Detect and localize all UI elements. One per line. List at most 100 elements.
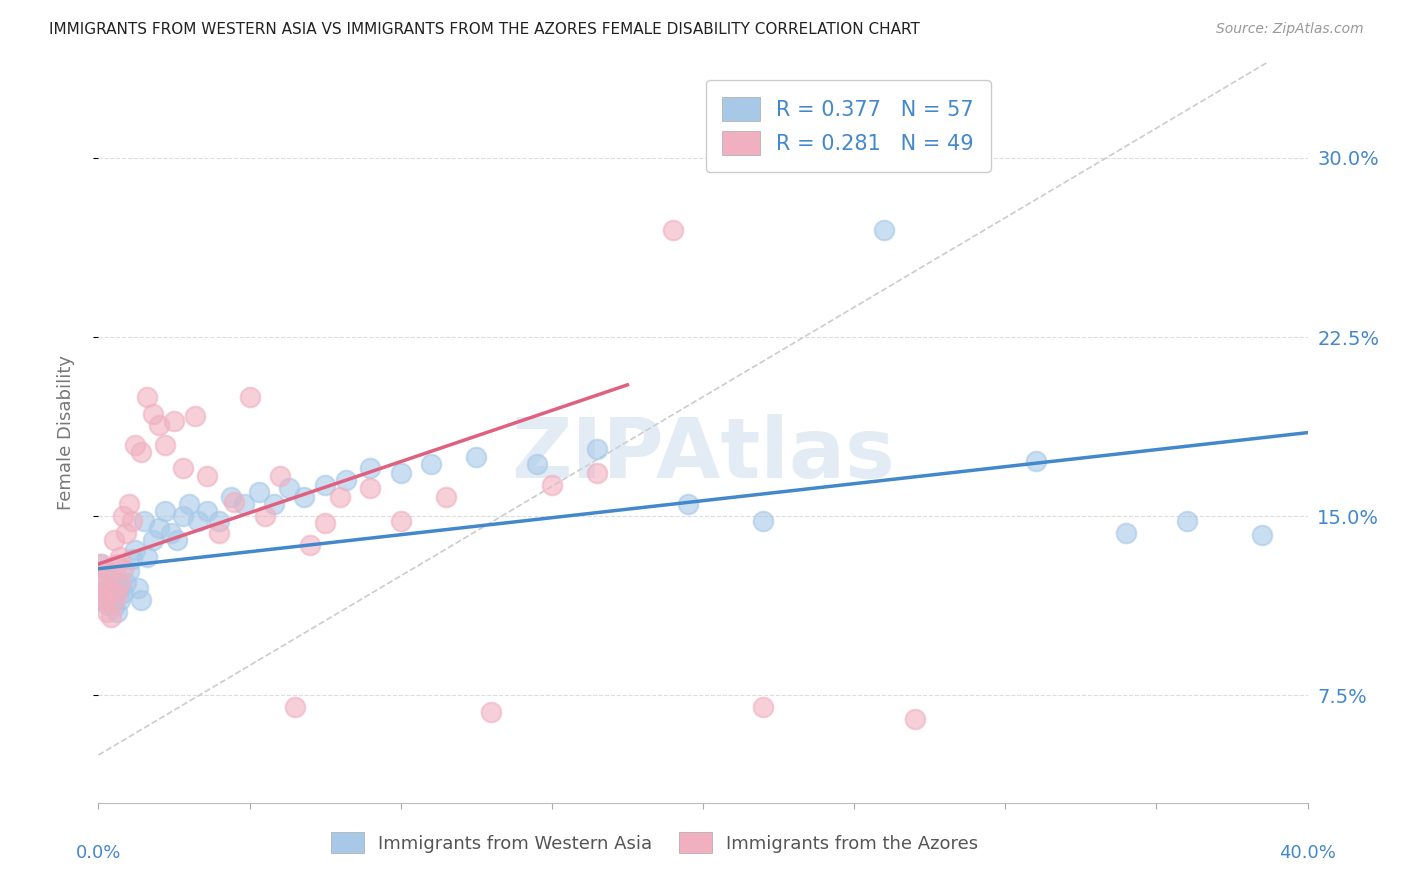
Point bbox=[96, 605, 118, 619]
Point bbox=[127, 581, 149, 595]
Point bbox=[420, 457, 443, 471]
Point bbox=[269, 468, 291, 483]
Point bbox=[103, 585, 125, 599]
Point bbox=[124, 437, 146, 451]
Point bbox=[148, 521, 170, 535]
Point bbox=[111, 509, 134, 524]
Legend: Immigrants from Western Asia, Immigrants from the Azores: Immigrants from Western Asia, Immigrants… bbox=[323, 825, 986, 861]
Point bbox=[121, 552, 143, 566]
Point bbox=[389, 514, 412, 528]
Point bbox=[360, 481, 382, 495]
Point bbox=[277, 481, 299, 495]
Point bbox=[105, 605, 128, 619]
Point bbox=[389, 467, 412, 481]
Point bbox=[129, 592, 152, 607]
Point bbox=[90, 576, 112, 591]
Point bbox=[114, 525, 136, 540]
Point bbox=[153, 504, 176, 518]
Point bbox=[208, 514, 231, 528]
Point bbox=[93, 576, 115, 591]
Point bbox=[129, 444, 152, 458]
Point bbox=[135, 390, 157, 404]
Point bbox=[873, 222, 896, 236]
Point bbox=[752, 700, 775, 714]
Point bbox=[96, 564, 118, 578]
Point bbox=[172, 461, 194, 475]
Point bbox=[247, 485, 270, 500]
Point bbox=[195, 468, 218, 483]
Point bbox=[221, 490, 243, 504]
Point bbox=[160, 525, 183, 540]
Point bbox=[148, 418, 170, 433]
Point bbox=[90, 557, 112, 571]
Point bbox=[108, 581, 131, 595]
Point bbox=[114, 576, 136, 591]
Point bbox=[96, 585, 118, 599]
Point bbox=[253, 509, 276, 524]
Point bbox=[752, 514, 775, 528]
Point bbox=[108, 576, 131, 591]
Point bbox=[111, 562, 134, 576]
Point bbox=[526, 457, 548, 471]
Point bbox=[96, 581, 118, 595]
Point bbox=[314, 516, 336, 531]
Point bbox=[108, 549, 131, 564]
Point bbox=[335, 474, 357, 488]
Point bbox=[329, 490, 352, 504]
Point bbox=[103, 595, 125, 609]
Text: 40.0%: 40.0% bbox=[1279, 845, 1336, 863]
Point bbox=[103, 533, 125, 547]
Point bbox=[904, 712, 927, 726]
Point bbox=[163, 414, 186, 428]
Point bbox=[105, 557, 128, 571]
Point bbox=[108, 592, 131, 607]
Point bbox=[661, 222, 683, 236]
Point bbox=[195, 504, 218, 518]
Point bbox=[103, 599, 125, 614]
Point bbox=[314, 478, 336, 492]
Point bbox=[187, 514, 209, 528]
Point bbox=[142, 407, 165, 421]
Point bbox=[434, 490, 457, 504]
Point bbox=[184, 409, 207, 423]
Point bbox=[111, 585, 134, 599]
Point bbox=[284, 700, 307, 714]
Point bbox=[105, 585, 128, 599]
Point bbox=[1251, 528, 1274, 542]
Point bbox=[239, 390, 262, 404]
Point bbox=[299, 538, 322, 552]
Point bbox=[232, 497, 254, 511]
Point bbox=[1115, 525, 1137, 540]
Point bbox=[224, 495, 246, 509]
Point bbox=[292, 490, 315, 504]
Point bbox=[135, 549, 157, 564]
Text: Source: ZipAtlas.com: Source: ZipAtlas.com bbox=[1216, 22, 1364, 37]
Point bbox=[263, 497, 285, 511]
Text: ZIPAtlas: ZIPAtlas bbox=[510, 414, 896, 495]
Point bbox=[172, 509, 194, 524]
Point bbox=[465, 450, 488, 464]
Point bbox=[93, 592, 115, 607]
Point bbox=[481, 705, 503, 719]
Point bbox=[166, 533, 188, 547]
Point bbox=[360, 461, 382, 475]
Point bbox=[90, 592, 112, 607]
Y-axis label: Female Disability: Female Disability bbox=[56, 355, 75, 510]
Point bbox=[208, 525, 231, 540]
Point bbox=[586, 467, 609, 481]
Point bbox=[142, 533, 165, 547]
Point bbox=[540, 478, 562, 492]
Point bbox=[153, 437, 176, 451]
Point bbox=[118, 564, 141, 578]
Point bbox=[100, 576, 122, 591]
Point bbox=[90, 557, 112, 571]
Point bbox=[100, 609, 122, 624]
Point bbox=[132, 514, 155, 528]
Text: 0.0%: 0.0% bbox=[76, 845, 121, 863]
Text: IMMIGRANTS FROM WESTERN ASIA VS IMMIGRANTS FROM THE AZORES FEMALE DISABILITY COR: IMMIGRANTS FROM WESTERN ASIA VS IMMIGRAN… bbox=[49, 22, 920, 37]
Point bbox=[676, 497, 699, 511]
Point bbox=[586, 442, 609, 457]
Point bbox=[124, 542, 146, 557]
Point bbox=[179, 497, 201, 511]
Point bbox=[121, 514, 143, 528]
